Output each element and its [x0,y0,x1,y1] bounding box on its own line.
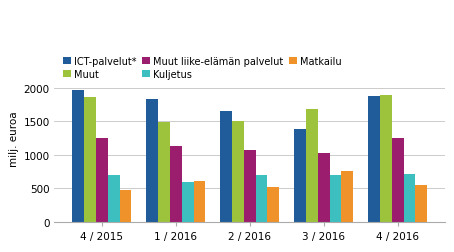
Bar [415,185,427,222]
Bar [72,90,84,222]
Bar [330,175,341,222]
Bar [108,175,119,222]
Bar [392,139,404,222]
Y-axis label: milj. euroa: milj. euroa [9,111,19,166]
Bar [380,96,392,222]
Bar [318,153,330,222]
Bar [193,181,205,222]
Bar [306,110,318,222]
Bar [146,99,158,222]
Legend: ICT-palvelut*, Muut, Muut liike-elämän palvelut, Kuljetus, Matkailu: ICT-palvelut*, Muut, Muut liike-elämän p… [63,57,341,79]
Bar [267,187,279,222]
Bar [256,176,267,222]
Bar [84,97,96,222]
Bar [368,97,380,222]
Bar [96,139,108,222]
Bar [294,129,306,222]
Bar [182,182,193,222]
Bar [119,190,131,222]
Bar [158,123,170,222]
Bar [232,121,244,222]
Bar [341,171,353,222]
Bar [244,150,256,222]
Bar [170,147,182,222]
Bar [404,174,415,222]
Bar [220,112,232,222]
